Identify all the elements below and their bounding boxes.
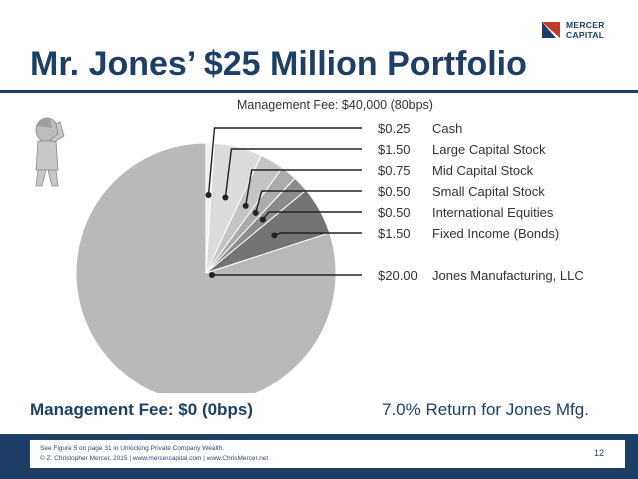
slice-category-label: Mid Capital Stock [432, 163, 534, 178]
logo-text: MERCER CAPITAL [566, 20, 605, 40]
leader-line-5 [262, 211, 362, 221]
slice-category-label: Small Capital Stock [432, 184, 545, 199]
mercer-capital-logo: MERCER CAPITAL [540, 17, 622, 43]
slice-category-label: Fixed Income (Bonds) [432, 226, 559, 241]
slide-title: Mr. Jones’ $25 Million Portfolio [30, 45, 527, 83]
pie-leaders [205, 127, 362, 278]
slice-value-label: $1.50 [378, 142, 411, 157]
leader-line-2 [224, 148, 362, 198]
portfolio-pie-figure: $0.25 Cash $1.50 Large Capital Stock $0.75 Mi… [35, 117, 584, 393]
page-number: 12 [594, 448, 605, 458]
worried-person-icon [35, 117, 65, 187]
slice-value-label: $1.50 [378, 226, 411, 241]
leader-line-6 [274, 232, 362, 237]
logo-line-2: CAPITAL [566, 30, 605, 40]
slice-category-label: Jones Manufacturing, LLC [432, 268, 584, 283]
slice-value-label: $0.50 [378, 184, 411, 199]
logo-line-1: MERCER [566, 20, 605, 30]
slice-category-label: International Equities [432, 205, 554, 220]
return-caption: 7.0% Return for Jones Mfg. [382, 400, 589, 419]
slice-value-label: $0.75 [378, 163, 411, 178]
slice-value-label: $0.25 [378, 121, 411, 136]
footer-citation: See Figure 5 on page 31 in Unlocking Pri… [40, 445, 225, 452]
leader-line-4 [255, 190, 362, 214]
mercer-logo-icon [542, 22, 560, 38]
leader-line-1 [207, 127, 362, 196]
slice-category-label: Large Capital Stock [432, 142, 546, 157]
slice-category-label: Cash [432, 121, 462, 136]
pie-slice-7 [75, 142, 337, 393]
slice-value-label: $20.00 [378, 268, 418, 283]
pie-slices [75, 142, 337, 393]
footer-copyright: © Z. Christopher Mercer, 2015 | www.merc… [40, 455, 269, 462]
management-fee-zero-caption: Management Fee: $0 (0bps) [30, 400, 253, 419]
leader-line-3 [245, 169, 362, 207]
pie-labels: $0.25 Cash $1.50 Large Capital Stock $0.75 Mi… [378, 121, 584, 283]
slice-value-label: $0.50 [378, 205, 411, 220]
management-fee-callout: Management Fee: $40,000 (80bps) [237, 98, 433, 112]
footer-panel [30, 440, 625, 468]
title-divider [0, 90, 638, 93]
